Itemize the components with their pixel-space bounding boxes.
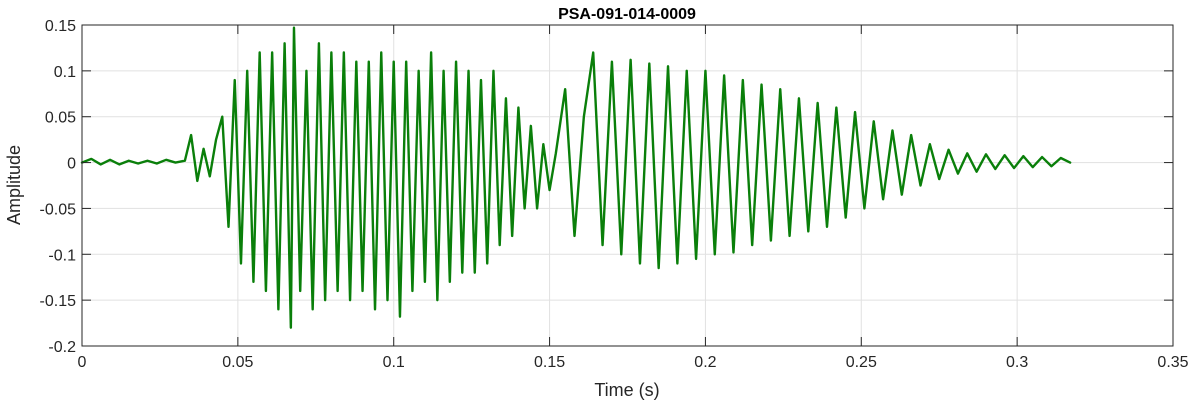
plot-frame bbox=[81, 24, 1174, 347]
x-tick-label: 0.25 bbox=[846, 354, 877, 371]
chart-title: PSA-091-014-0009 bbox=[558, 6, 696, 23]
y-tick-label: -0.1 bbox=[48, 247, 76, 264]
y-tick-label: -0.05 bbox=[40, 201, 77, 218]
y-tick-label: 0.15 bbox=[45, 18, 76, 35]
x-tick-label: 0.35 bbox=[1157, 354, 1188, 371]
x-tick-label: 0 bbox=[78, 354, 87, 371]
x-tick-label: 0.1 bbox=[383, 354, 405, 371]
x-tick-label: 0.3 bbox=[1006, 354, 1028, 371]
tick-marks bbox=[81, 24, 1174, 347]
series-line bbox=[80, 26, 1072, 329]
x-tick-labels: 0 0.05 0.1 0.15 0.2 0.25 0.3 0.35 bbox=[78, 354, 1189, 371]
x-tick-label: 0.2 bbox=[694, 354, 716, 371]
y-tick-label: 0.1 bbox=[54, 64, 76, 81]
y-tick-label: -0.2 bbox=[48, 339, 76, 356]
x-tick-label: 0.05 bbox=[222, 354, 253, 371]
x-tick-label: 0.15 bbox=[534, 354, 565, 371]
y-tick-label: 0 bbox=[67, 156, 76, 173]
x-axis-label: Time (s) bbox=[594, 380, 659, 400]
y-tick-label: 0.05 bbox=[45, 110, 76, 127]
plot-background bbox=[82, 25, 1173, 346]
y-axis-label: Amplitude bbox=[4, 145, 24, 225]
y-tick-labels: 0.15 0.1 0.05 0 -0.05 -0.1 -0.15 -0.2 bbox=[40, 18, 77, 356]
plot-area bbox=[80, 26, 1072, 329]
y-tick-label: -0.15 bbox=[40, 293, 77, 310]
